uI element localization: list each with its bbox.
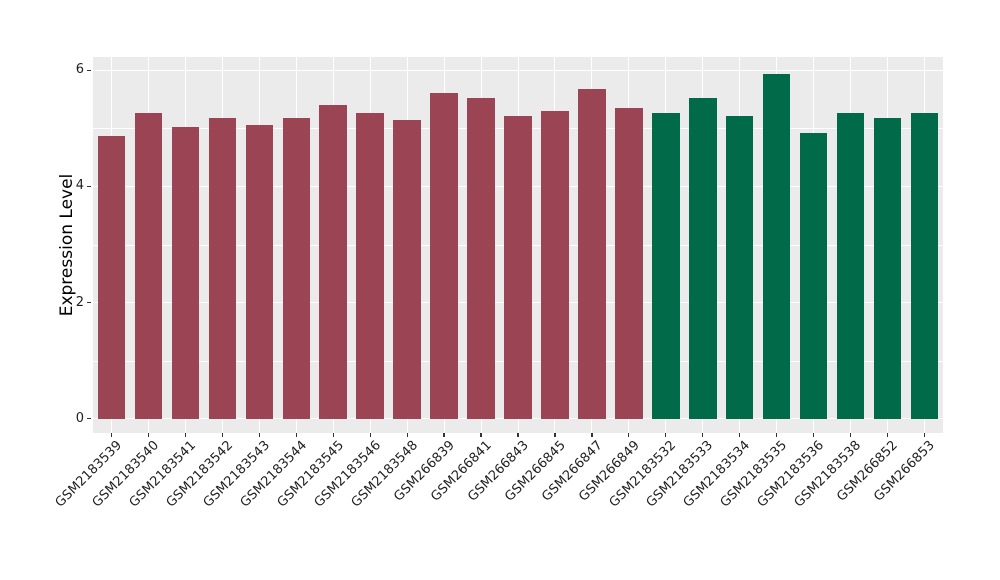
x-tick-mark: [776, 433, 778, 437]
x-tick-mark: [923, 433, 926, 437]
bar: [134, 112, 163, 419]
bar: [615, 107, 643, 419]
x-tick-mark: [628, 433, 630, 437]
x-tick-mark: [591, 433, 593, 437]
x-tick-mark: [221, 433, 223, 437]
x-tick-mark: [554, 433, 556, 437]
bar: [282, 118, 310, 419]
x-tick-mark: [665, 433, 667, 437]
x-tick-mark: [147, 433, 150, 437]
x-tick-mark: [813, 433, 815, 437]
x-tick-mark: [850, 433, 852, 437]
bar: [910, 112, 939, 419]
plot-panel: [93, 57, 943, 433]
bar: [836, 113, 865, 419]
bar: [356, 113, 384, 419]
x-tick-mark: [110, 433, 113, 437]
gridline-major: [93, 418, 943, 420]
bar: [208, 118, 237, 419]
x-tick-mark: [480, 433, 482, 437]
x-tick-mark: [517, 433, 519, 437]
bar: [689, 97, 717, 419]
x-tick-mark: [258, 433, 260, 437]
y-tick-mark: [87, 69, 91, 71]
x-tick-mark: [184, 433, 186, 437]
x-tick-mark: [443, 433, 445, 437]
x-tick-mark: [332, 433, 334, 437]
bar: [171, 127, 200, 419]
gridline-major: [93, 69, 943, 71]
bar: [541, 110, 569, 419]
x-tick-mark: [702, 433, 704, 437]
bar: [393, 119, 421, 419]
y-tick-label: 0: [75, 410, 84, 426]
bar: [652, 112, 680, 419]
x-tick-mark: [739, 433, 741, 437]
x-tick-mark: [406, 433, 408, 437]
bar: [319, 105, 347, 419]
bar: [430, 93, 458, 419]
y-tick-label: 4: [75, 178, 84, 194]
bar: [97, 135, 126, 419]
y-tick-mark: [87, 418, 91, 420]
bar: [725, 115, 754, 419]
x-tick-mark: [369, 433, 371, 437]
bar: [504, 116, 532, 419]
bar: [467, 97, 495, 419]
y-tick-label: 6: [75, 62, 84, 78]
bar: [578, 88, 606, 419]
y-tick-mark: [87, 302, 91, 304]
bar: [873, 118, 902, 419]
x-tick-mark: [295, 433, 297, 437]
bar: [245, 124, 274, 419]
y-tick-label: 2: [75, 294, 84, 310]
y-tick-mark: [87, 185, 91, 187]
bar: [762, 74, 791, 419]
bar: [799, 132, 828, 419]
x-tick-mark: [886, 433, 889, 437]
